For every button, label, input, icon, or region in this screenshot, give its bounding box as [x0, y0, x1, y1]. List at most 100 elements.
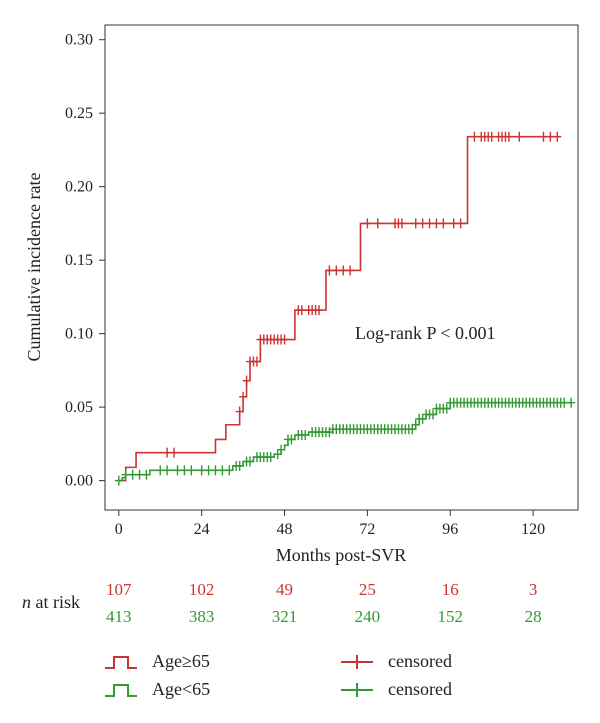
y-tick-label: 0.25 [65, 105, 93, 122]
censor-mark-age-lt65 [560, 397, 569, 408]
risk-count-age-ge65: 25 [358, 580, 376, 599]
x-tick-label: 48 [277, 521, 293, 538]
censor-mark-age-ge65 [332, 265, 341, 276]
risk-count-age-lt65: 383 [188, 607, 215, 626]
censor-mark-age-lt65 [180, 465, 189, 476]
series-line-age-lt65 [118, 401, 572, 482]
censor-mark-age-ge65 [252, 356, 261, 367]
censor-mark-age-ge65 [235, 406, 244, 417]
censor-mark-age-ge65 [553, 131, 562, 142]
censor-mark-age-ge65 [487, 131, 496, 142]
risk-count-age-lt65: 152 [437, 607, 464, 626]
censor-mark-age-ge65 [297, 305, 306, 316]
censor-mark-age-lt65 [442, 403, 451, 414]
censor-mark-age-lt65 [301, 430, 310, 441]
censor-mark-age-lt65 [218, 465, 227, 476]
censor-mark-age-lt65 [197, 465, 206, 476]
plot-frame [104, 24, 579, 511]
series-age-ge65 [118, 131, 562, 482]
censor-mark-age-ge65 [456, 218, 465, 229]
risk-count-age-lt65: 28 [524, 607, 542, 626]
censor-mark-age-lt65 [121, 469, 130, 480]
risk-count-age-ge65: 16 [441, 580, 459, 599]
censor-mark-age-lt65 [277, 444, 286, 455]
x-tick-label: 72 [359, 521, 375, 538]
censor-mark-age-lt65 [128, 469, 137, 480]
risk-title-n: n [22, 592, 31, 612]
censor-mark-age-ge65 [315, 305, 324, 316]
censor-mark-age-ge65 [546, 131, 555, 142]
censor-mark-age-lt65 [156, 465, 165, 476]
legend-line-icon-age-ge65 [105, 655, 137, 669]
legend-item-censored-red: censored [340, 651, 452, 672]
censor-mark-age-lt65 [135, 469, 144, 480]
x-tick-label: 0 [115, 521, 123, 538]
y-axis: 0.00 0.05 0.10 0.15 0.20 0.25 0.30 [65, 32, 105, 490]
risk-count-age-lt65: 413 [106, 607, 132, 626]
censor-mark-age-ge65 [470, 131, 479, 142]
x-tick-label: 96 [442, 521, 458, 538]
censor-mark-age-ge65 [242, 375, 251, 386]
legend-label-age-lt65: Age<65 [152, 679, 211, 699]
risk-count-age-ge65: 107 [106, 580, 132, 599]
y-axis-title: Cumulative incidence rate [24, 173, 44, 362]
legend-label-age-ge65: Age≥65 [152, 651, 210, 671]
censor-mark-age-ge65 [373, 218, 382, 229]
censor-mark-age-ge65 [425, 218, 434, 229]
x-tick-label: 24 [194, 521, 210, 538]
risk-count-age-ge65: 3 [528, 580, 538, 599]
censor-mark-age-ge65 [346, 265, 355, 276]
risk-count-age-ge65: 49 [276, 580, 294, 599]
censor-mark-age-lt65 [142, 469, 151, 480]
censor-mark-age-lt65 [287, 434, 296, 445]
legend-censor-icon-red [341, 654, 373, 669]
censor-mark-age-lt65 [187, 465, 196, 476]
x-axis-title: Months post-SVR [276, 545, 407, 565]
censor-mark-age-lt65 [173, 465, 182, 476]
censor-mark-age-lt65 [163, 465, 172, 476]
y-tick-label: 0.05 [65, 399, 93, 416]
censor-mark-age-lt65 [266, 452, 275, 463]
legend-item-age-ge65: Age≥65 [104, 651, 210, 672]
censor-mark-age-ge65 [439, 218, 448, 229]
series-layer [114, 131, 576, 486]
censor-mark-age-ge65 [397, 218, 406, 229]
legend-item-age-lt65: Age<65 [104, 679, 210, 700]
series-age-lt65 [114, 397, 576, 486]
censor-mark-age-ge65 [170, 447, 179, 458]
risk-table-title: n at risk [22, 592, 80, 613]
y-tick-label: 0.30 [65, 32, 93, 49]
censor-mark-age-ge65 [325, 265, 334, 276]
legend-censor-icon-green [341, 682, 373, 697]
censor-mark-age-ge65 [504, 131, 513, 142]
censor-mark-age-ge65 [539, 131, 548, 142]
censor-mark-age-ge65 [411, 218, 420, 229]
censor-mark-age-lt65 [408, 424, 417, 435]
x-axis: 0 24 48 72 96 120 [115, 510, 545, 538]
censor-mark-age-lt65 [211, 465, 220, 476]
x-tick-label: 120 [521, 521, 545, 538]
y-tick-label: 0.10 [65, 326, 93, 343]
censor-mark-age-ge65 [280, 334, 289, 345]
censor-mark-age-ge65 [515, 131, 524, 142]
censor-mark-age-lt65 [204, 465, 213, 476]
risk-count-age-lt65: 240 [354, 607, 381, 626]
censor-mark-age-lt65 [273, 449, 282, 460]
censor-mark-age-ge65 [163, 447, 172, 458]
y-tick-label: 0.20 [65, 179, 93, 196]
censor-mark-age-ge65 [239, 391, 248, 402]
risk-count-age-ge65: 102 [188, 580, 215, 599]
logrank-annotation: Log-rank P < 0.001 [355, 323, 495, 343]
censor-mark-age-lt65 [567, 397, 576, 408]
censor-mark-age-ge65 [418, 218, 427, 229]
legend-item-censored-green: censored [340, 679, 452, 700]
legend-label-censored-red: censored [388, 651, 452, 671]
censor-mark-age-ge65 [363, 218, 372, 229]
censor-mark-age-lt65 [428, 409, 437, 420]
censor-mark-age-lt65 [418, 413, 427, 424]
risk-title-rest: at risk [31, 592, 81, 612]
legend-line-icon-age-lt65 [105, 683, 137, 697]
censor-mark-age-lt65 [225, 465, 234, 476]
censor-mark-age-lt65 [246, 456, 255, 467]
